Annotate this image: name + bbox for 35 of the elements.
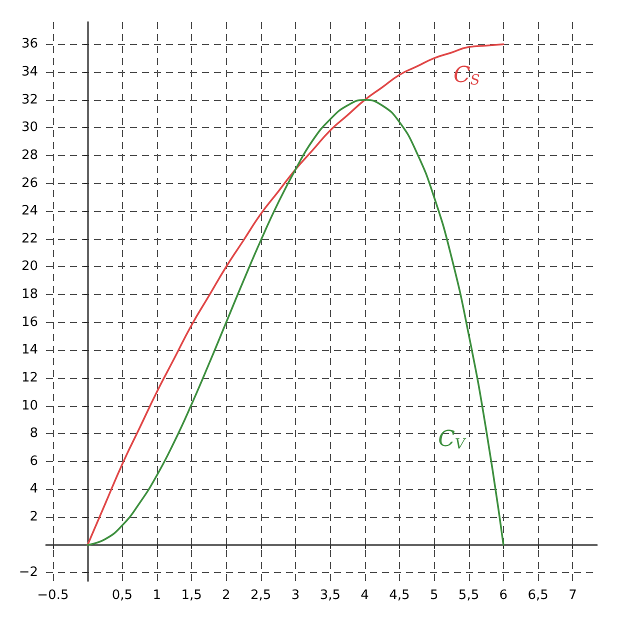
- x-tick-label: 3: [291, 588, 300, 603]
- x-tick-label: 1: [152, 588, 162, 603]
- y-tick-label: 4: [30, 482, 38, 497]
- x-tick-label: 2,5: [250, 588, 272, 603]
- x-tick-label: 2: [222, 588, 230, 603]
- y-tick-label: 14: [21, 342, 38, 358]
- x-tick-label: 4: [360, 588, 369, 603]
- y-tick-label: 6: [30, 454, 38, 469]
- series-label: CV: [438, 426, 467, 452]
- y-tick-label: 32: [21, 92, 38, 108]
- y-tick-label: 24: [21, 204, 38, 219]
- x-tick-label: 6,5: [528, 588, 548, 603]
- y-tick-label: 16: [21, 314, 38, 330]
- x-tick-label: 6: [499, 588, 508, 603]
- x-tick-label: 5,5: [458, 588, 480, 603]
- x-tick-label: 3,5: [320, 588, 341, 603]
- x-tick-label: 7: [568, 588, 577, 603]
- x-tick-label: 5: [430, 588, 438, 603]
- y-tick-label: 12: [21, 370, 38, 386]
- y-tick-label: 2: [30, 510, 38, 525]
- y-tick-label: −2: [18, 565, 38, 580]
- y-tick-label: 28: [21, 148, 38, 163]
- y-tick-label: 8: [30, 426, 38, 442]
- y-tick-label: 20: [21, 259, 38, 274]
- x-tick-label: −0.5: [37, 588, 69, 603]
- y-tick-label: 10: [21, 398, 38, 414]
- y-tick-label: 18: [21, 287, 38, 302]
- x-tick-label: 4,5: [389, 588, 410, 603]
- y-tick-label: 34: [21, 64, 38, 80]
- x-tick-label: 1,5: [181, 588, 202, 603]
- y-tick-label: 36: [21, 36, 38, 52]
- y-tick-label: 22: [21, 231, 38, 246]
- y-tick-label: 30: [21, 120, 38, 136]
- x-tick-label: 0,5: [112, 588, 133, 603]
- y-tick-label: 26: [21, 176, 38, 191]
